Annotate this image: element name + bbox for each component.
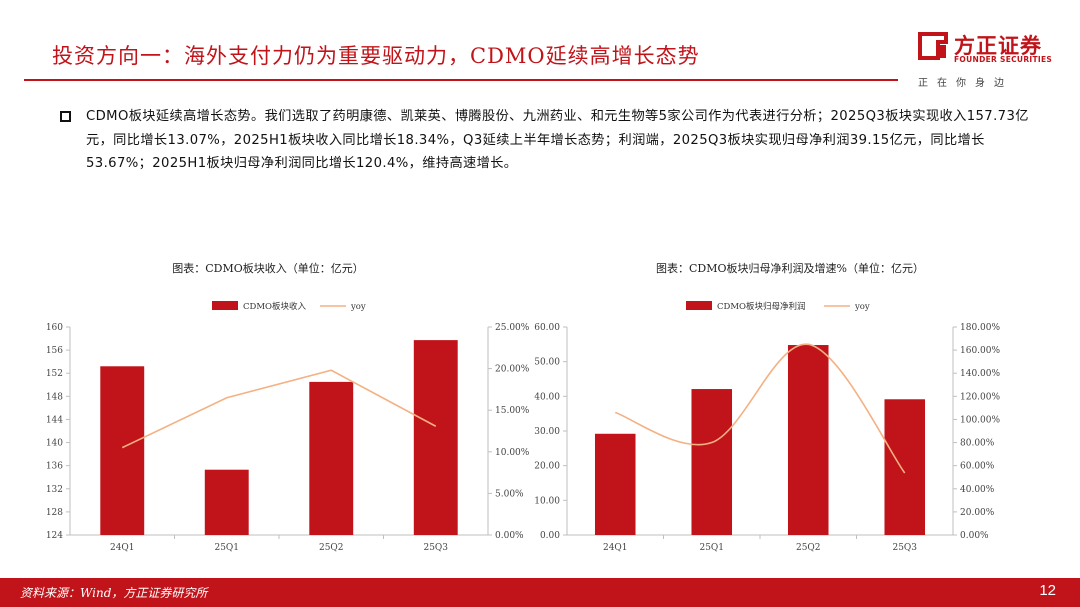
summary-paragraph: CDMO板块延续高增长态势。我们选取了药明康德、凯莱英、博腾股份、九洲药业、和元… [86, 109, 1029, 171]
y-right-tick-label: 20.00% [960, 508, 995, 518]
y-right-tick-label: 120.00% [960, 392, 1000, 402]
y-right-tick-label: 160.00% [960, 346, 1000, 356]
y-left-tick-label: 30.00 [534, 427, 560, 437]
bar [204, 469, 249, 535]
y-left-tick-label: 136 [46, 462, 63, 472]
y-right-tick-label: 40.00% [960, 485, 995, 495]
bullet-square-icon [60, 111, 71, 122]
y-left-tick-label: 140 [46, 439, 63, 449]
yoy-line [121, 369, 437, 449]
y-right-tick-label: 5.00% [495, 489, 524, 499]
y-left-tick-label: 156 [46, 346, 63, 356]
legend-line-label: yoy [854, 302, 870, 312]
y-right-tick-label: 140.00% [960, 369, 1000, 379]
y-right-tick-label: 15.00% [495, 406, 530, 416]
x-tick-label: 24Q1 [603, 543, 628, 553]
x-tick-label: 25Q2 [319, 543, 344, 553]
y-left-tick-label: 124 [46, 531, 63, 541]
y-right-tick-label: 0.00% [495, 531, 524, 541]
chart-title: 图表：CDMO板块收入（单位：亿元） [172, 261, 364, 275]
logo-name: 方正证券 [954, 34, 1042, 58]
legend-bar-swatch [686, 301, 712, 310]
footer-bar: 资料来源：Wind，方正证券研究所 12 [0, 578, 1080, 607]
title-divider [24, 79, 898, 81]
x-tick-label: 25Q2 [796, 543, 821, 553]
bar [100, 366, 145, 535]
bar [884, 399, 926, 535]
legend-line-label: yoy [350, 302, 366, 312]
y-left-tick-label: 50.00 [534, 358, 560, 368]
profit-chart: 图表：CDMO板块归母净利润及增速%（单位：亿元） CDMO板块归母净利润 yoy 0… [530, 255, 1050, 555]
page-number: 12 [1039, 582, 1056, 599]
revenue-chart: 图表：CDMO板块收入（单位：亿元） CDMO板块收入 yoy 124 128 132 13… [30, 255, 550, 555]
y-right-tick-label: 0.00% [960, 531, 989, 541]
y-left-tick-label: 40.00 [534, 392, 560, 402]
chart-title: 图表：CDMO板块归母净利润及增速%（单位：亿元） [656, 261, 924, 275]
founder-logo-icon [918, 32, 948, 60]
legend-bar-label: CDMO板块收入 [243, 301, 306, 312]
y-right-tick-label: 180.00% [960, 323, 1000, 333]
y-right-tick-label: 100.00% [960, 415, 1000, 425]
y-left-tick-label: 160 [46, 323, 63, 333]
source-note: 资料来源：Wind，方正证券研究所 [20, 586, 208, 600]
y-left-tick-label: 144 [46, 415, 63, 425]
brand-logo: 方正证券 FOUNDER SECURITIES 正在你身边 [918, 30, 1058, 92]
y-right-tick-label: 25.00% [495, 323, 530, 333]
revenue-chart-svg: 图表：CDMO板块收入（单位：亿元） CDMO板块收入 yoy 124 128 132 13… [46, 261, 530, 553]
x-tick-label: 25Q1 [699, 543, 724, 553]
legend-bar-swatch [212, 301, 238, 310]
page-title: 投资方向一：海外支付力仍为重要驱动力，CDMO延续高增长态势 [52, 44, 700, 68]
y-left-tick-label: 0.00 [540, 531, 560, 541]
yoy-line [614, 343, 906, 474]
y-left-tick-label: 148 [46, 392, 63, 402]
y-right-tick-label: 60.00% [960, 462, 995, 472]
x-tick-label: 24Q1 [110, 543, 135, 553]
y-left-tick-label: 132 [46, 485, 63, 495]
y-left-tick-label: 60.00 [534, 323, 560, 333]
y-right-tick-label: 20.00% [495, 365, 530, 375]
bar [413, 340, 458, 535]
bar [691, 389, 733, 535]
profit-chart-svg: 图表：CDMO板块归母净利润及增速%（单位：亿元） CDMO板块归母净利润 yoy 0… [534, 261, 1000, 553]
y-right-tick-label: 10.00% [495, 448, 530, 458]
legend-bar-label: CDMO板块归母净利润 [717, 301, 806, 312]
bar [594, 433, 636, 535]
x-tick-label: 25Q1 [214, 543, 239, 553]
y-left-tick-label: 10.00 [534, 496, 560, 506]
y-left-tick-label: 152 [46, 369, 63, 379]
y-right-tick-label: 80.00% [960, 439, 995, 449]
logo-english: FOUNDER SECURITIES [954, 55, 1053, 64]
y-left-tick-label: 128 [46, 508, 63, 518]
y-left-tick-label: 20.00 [534, 462, 560, 472]
x-tick-label: 25Q3 [423, 543, 448, 553]
x-tick-label: 25Q3 [892, 543, 917, 553]
bar [787, 345, 829, 535]
logo-slogan: 正在你身边 [918, 78, 1013, 89]
bar [309, 381, 354, 535]
